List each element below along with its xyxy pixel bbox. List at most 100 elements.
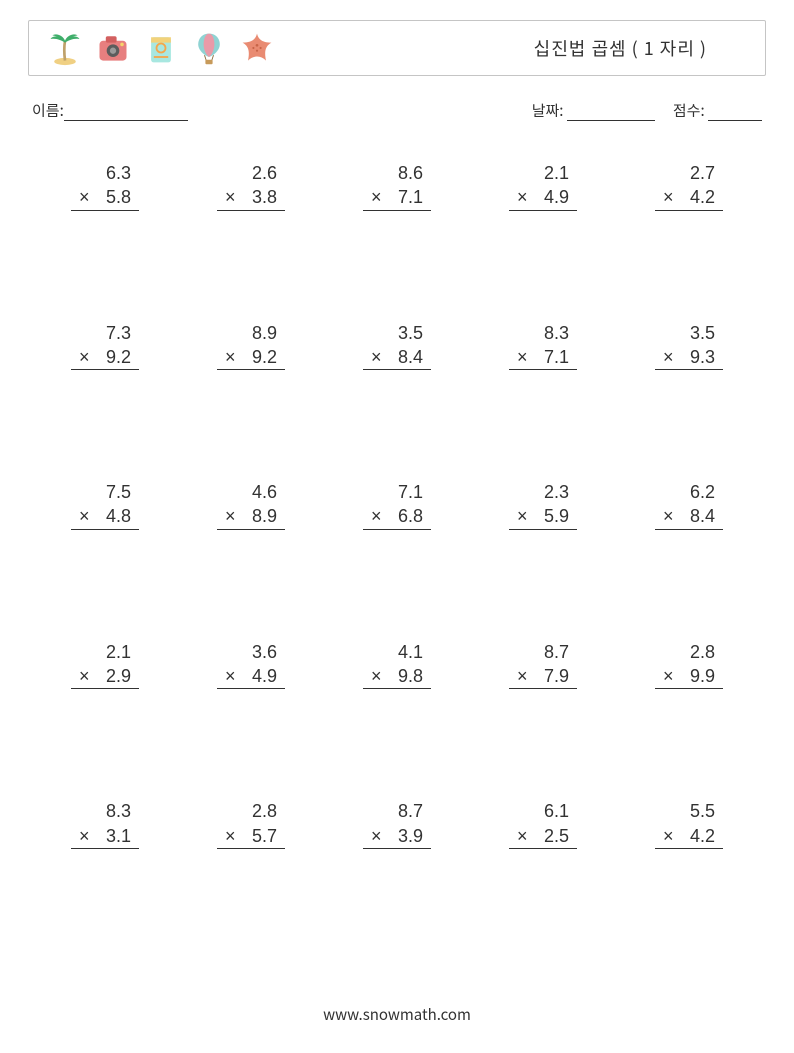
- multiplier-row: ×7.1: [363, 185, 431, 210]
- multiplier-row: ×3.9: [363, 824, 431, 849]
- starfish-icon: [239, 30, 275, 66]
- operator-symbol: ×: [663, 345, 677, 369]
- operator-symbol: ×: [371, 345, 385, 369]
- multiplication-problem: 2.6×3.8: [217, 161, 285, 211]
- multiplier: 2.5: [531, 824, 569, 848]
- multiplicand: 7.1: [363, 480, 431, 504]
- operator-symbol: ×: [225, 345, 239, 369]
- multiplicand: 6.3: [71, 161, 139, 185]
- problem-cell: 2.6×3.8: [178, 161, 324, 211]
- multiplier: 5.9: [531, 504, 569, 528]
- operator-symbol: ×: [371, 824, 385, 848]
- multiplier: 9.2: [93, 345, 131, 369]
- multiplier: 5.8: [93, 185, 131, 209]
- operator-symbol: ×: [225, 504, 239, 528]
- problems-grid: 6.3×5.82.6×3.88.6×7.12.1×4.92.7×4.27.3×9…: [28, 161, 766, 849]
- problem-cell: 8.7×3.9: [324, 799, 470, 849]
- operator-symbol: ×: [517, 664, 531, 688]
- multiplier-row: ×8.4: [655, 504, 723, 529]
- multiplier: 7.1: [531, 345, 569, 369]
- ticket-icon: [143, 30, 179, 66]
- multiplication-problem: 7.3×9.2: [71, 321, 139, 371]
- operator-symbol: ×: [79, 664, 93, 688]
- problem-cell: 7.5×4.8: [32, 480, 178, 530]
- multiplier-row: ×6.8: [363, 504, 431, 529]
- multiplier: 9.8: [385, 664, 423, 688]
- operator-symbol: ×: [517, 345, 531, 369]
- multiplier: 4.8: [93, 504, 131, 528]
- multiplier-row: ×7.1: [509, 345, 577, 370]
- multiplier-row: ×9.2: [71, 345, 139, 370]
- multiplier: 9.3: [677, 345, 715, 369]
- problem-cell: 6.3×5.8: [32, 161, 178, 211]
- multiplication-problem: 7.5×4.8: [71, 480, 139, 530]
- multiplicand: 2.3: [509, 480, 577, 504]
- multiplicand: 3.5: [655, 321, 723, 345]
- score-blank: [708, 103, 762, 121]
- multiplicand: 8.7: [363, 799, 431, 823]
- operator-symbol: ×: [79, 345, 93, 369]
- multiplicand: 6.1: [509, 799, 577, 823]
- problem-cell: 6.1×2.5: [470, 799, 616, 849]
- multiplicand: 8.3: [509, 321, 577, 345]
- problem-cell: 7.3×9.2: [32, 321, 178, 371]
- problem-cell: 2.8×9.9: [616, 640, 762, 690]
- problem-cell: 3.5×8.4: [324, 321, 470, 371]
- name-label: 이름:: [32, 100, 64, 121]
- multiplier-row: ×4.9: [509, 185, 577, 210]
- multiplicand: 2.7: [655, 161, 723, 185]
- multiplicand: 8.6: [363, 161, 431, 185]
- operator-symbol: ×: [371, 664, 385, 688]
- date-blank: [567, 103, 655, 121]
- header-icons-row: [47, 30, 275, 66]
- multiplicand: 8.3: [71, 799, 139, 823]
- multiplicand: 7.3: [71, 321, 139, 345]
- multiplication-problem: 4.1×9.8: [363, 640, 431, 690]
- multiplier: 6.8: [385, 504, 423, 528]
- multiplier-row: ×5.8: [71, 185, 139, 210]
- operator-symbol: ×: [663, 185, 677, 209]
- multiplicand: 2.6: [217, 161, 285, 185]
- footer-text: www.snowmath.com: [0, 1004, 794, 1025]
- operator-symbol: ×: [79, 185, 93, 209]
- multiplier-row: ×4.2: [655, 185, 723, 210]
- multiplication-problem: 8.3×3.1: [71, 799, 139, 849]
- multiplier-row: ×8.4: [363, 345, 431, 370]
- multiplier: 8.4: [385, 345, 423, 369]
- multiplier-row: ×4.9: [217, 664, 285, 689]
- multiplier-row: ×9.9: [655, 664, 723, 689]
- multiplication-problem: 2.8×9.9: [655, 640, 723, 690]
- meta-row: 이름: 날짜: 점수:: [28, 100, 766, 121]
- multiplication-problem: 8.9×9.2: [217, 321, 285, 371]
- operator-symbol: ×: [371, 185, 385, 209]
- problem-cell: 2.7×4.2: [616, 161, 762, 211]
- multiplier-row: ×8.9: [217, 504, 285, 529]
- page-title: 십진법 곱셈 ( 1 자리 ): [534, 35, 747, 61]
- multiplication-problem: 3.6×4.9: [217, 640, 285, 690]
- operator-symbol: ×: [79, 824, 93, 848]
- multiplication-problem: 8.3×7.1: [509, 321, 577, 371]
- multiplication-problem: 8.7×7.9: [509, 640, 577, 690]
- multiplier-row: ×4.2: [655, 824, 723, 849]
- problem-cell: 8.9×9.2: [178, 321, 324, 371]
- multiplication-problem: 2.7×4.2: [655, 161, 723, 211]
- multiplier-row: ×3.1: [71, 824, 139, 849]
- multiplicand: 8.9: [217, 321, 285, 345]
- multiplication-problem: 6.2×8.4: [655, 480, 723, 530]
- multiplier: 4.9: [531, 185, 569, 209]
- multiplication-problem: 2.1×4.9: [509, 161, 577, 211]
- multiplier: 4.2: [677, 185, 715, 209]
- multiplier: 4.2: [677, 824, 715, 848]
- operator-symbol: ×: [225, 664, 239, 688]
- multiplicand: 6.2: [655, 480, 723, 504]
- multiplier-row: ×5.7: [217, 824, 285, 849]
- operator-symbol: ×: [663, 664, 677, 688]
- multiplier: 8.4: [677, 504, 715, 528]
- multiplication-problem: 2.3×5.9: [509, 480, 577, 530]
- multiplier: 3.9: [385, 824, 423, 848]
- balloon-icon: [191, 30, 227, 66]
- problem-cell: 3.5×9.3: [616, 321, 762, 371]
- operator-symbol: ×: [225, 185, 239, 209]
- problem-cell: 3.6×4.9: [178, 640, 324, 690]
- multiplication-problem: 3.5×9.3: [655, 321, 723, 371]
